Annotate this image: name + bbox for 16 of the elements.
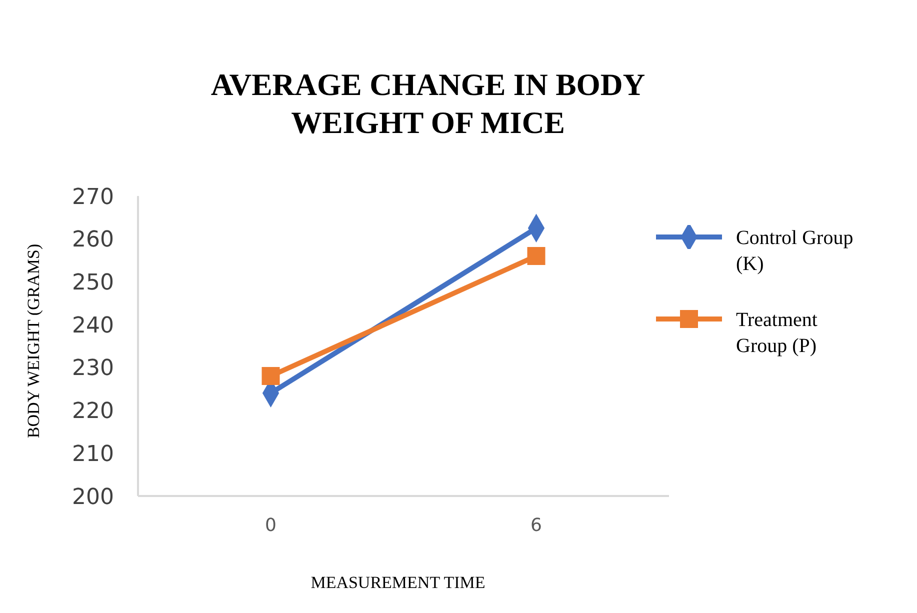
x-axis-title: MEASUREMENT TIME — [310, 573, 486, 593]
y-axis-title: BODY WEIGHT (GRAMS) — [24, 244, 44, 438]
y-tick-label: 230 — [72, 356, 114, 382]
chart-title: AVERAGE CHANGE IN BODY WEIGHT OF MICE — [210, 66, 646, 142]
legend-label: Treatment Group (P) — [736, 308, 818, 358]
y-tick-label: 200 — [72, 484, 114, 510]
y-tick-label: 240 — [72, 313, 114, 338]
y-tick-label: 260 — [72, 228, 114, 253]
x-tick-label: 0 — [265, 514, 276, 536]
x-tick-label: 6 — [530, 514, 542, 536]
y-tick-label: 270 — [72, 184, 114, 210]
point — [527, 247, 546, 265]
legend-label: Control Group (K) — [736, 226, 854, 276]
y-tick-label: 220 — [72, 399, 114, 424]
y-tick-label: 250 — [72, 270, 114, 296]
y-tick-label: 210 — [72, 442, 114, 467]
